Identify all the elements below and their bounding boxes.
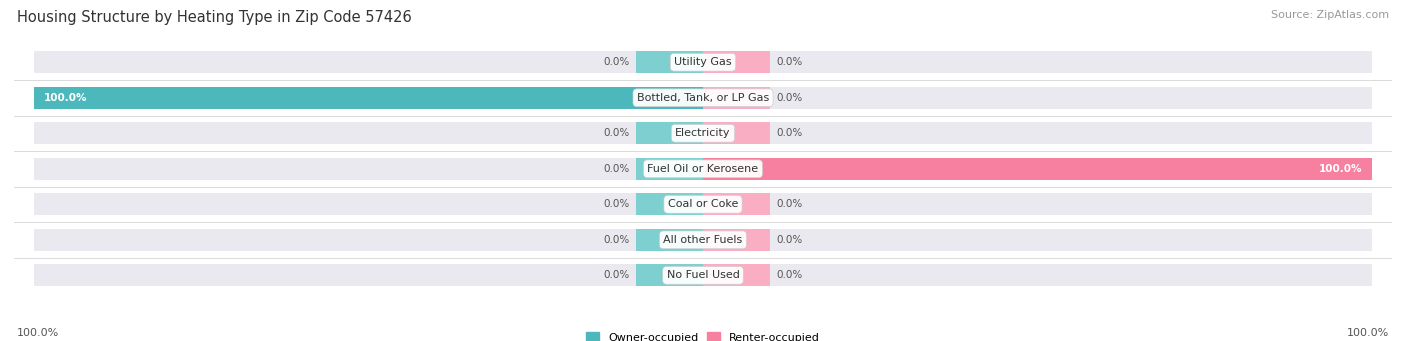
Bar bbox=[703, 264, 770, 286]
Bar bbox=[636, 51, 703, 73]
Text: 100.0%: 100.0% bbox=[44, 93, 87, 103]
Bar bbox=[34, 122, 1372, 144]
Text: Housing Structure by Heating Type in Zip Code 57426: Housing Structure by Heating Type in Zip… bbox=[17, 10, 412, 25]
Text: Source: ZipAtlas.com: Source: ZipAtlas.com bbox=[1271, 10, 1389, 20]
Bar bbox=[34, 193, 1372, 215]
Bar bbox=[34, 264, 1372, 286]
Text: 0.0%: 0.0% bbox=[776, 93, 803, 103]
Bar bbox=[636, 158, 703, 180]
Bar bbox=[636, 193, 703, 215]
Text: 0.0%: 0.0% bbox=[603, 270, 630, 280]
Text: Utility Gas: Utility Gas bbox=[675, 57, 731, 67]
Text: 0.0%: 0.0% bbox=[776, 199, 803, 209]
Text: 100.0%: 100.0% bbox=[17, 328, 59, 338]
Bar bbox=[703, 193, 770, 215]
Bar bbox=[703, 87, 770, 109]
Bar bbox=[34, 158, 1372, 180]
Bar bbox=[34, 87, 703, 109]
Text: 0.0%: 0.0% bbox=[603, 128, 630, 138]
Text: 100.0%: 100.0% bbox=[1319, 164, 1362, 174]
Text: 0.0%: 0.0% bbox=[776, 235, 803, 245]
Text: 0.0%: 0.0% bbox=[603, 164, 630, 174]
Bar bbox=[34, 229, 1372, 251]
Bar bbox=[703, 158, 1372, 180]
Text: Coal or Coke: Coal or Coke bbox=[668, 199, 738, 209]
Bar bbox=[636, 264, 703, 286]
Bar bbox=[703, 122, 770, 144]
Text: 0.0%: 0.0% bbox=[776, 128, 803, 138]
Text: 0.0%: 0.0% bbox=[603, 199, 630, 209]
Text: Fuel Oil or Kerosene: Fuel Oil or Kerosene bbox=[647, 164, 759, 174]
Text: 0.0%: 0.0% bbox=[776, 270, 803, 280]
Legend: Owner-occupied, Renter-occupied: Owner-occupied, Renter-occupied bbox=[581, 328, 825, 341]
Bar bbox=[703, 229, 770, 251]
Bar bbox=[636, 122, 703, 144]
Text: All other Fuels: All other Fuels bbox=[664, 235, 742, 245]
Bar bbox=[703, 51, 770, 73]
Text: 0.0%: 0.0% bbox=[603, 57, 630, 67]
Text: 100.0%: 100.0% bbox=[1347, 328, 1389, 338]
Bar bbox=[34, 87, 1372, 109]
Bar bbox=[636, 229, 703, 251]
Text: 0.0%: 0.0% bbox=[603, 235, 630, 245]
Text: No Fuel Used: No Fuel Used bbox=[666, 270, 740, 280]
Text: Electricity: Electricity bbox=[675, 128, 731, 138]
Bar bbox=[34, 51, 1372, 73]
Text: Bottled, Tank, or LP Gas: Bottled, Tank, or LP Gas bbox=[637, 93, 769, 103]
Text: 0.0%: 0.0% bbox=[776, 57, 803, 67]
